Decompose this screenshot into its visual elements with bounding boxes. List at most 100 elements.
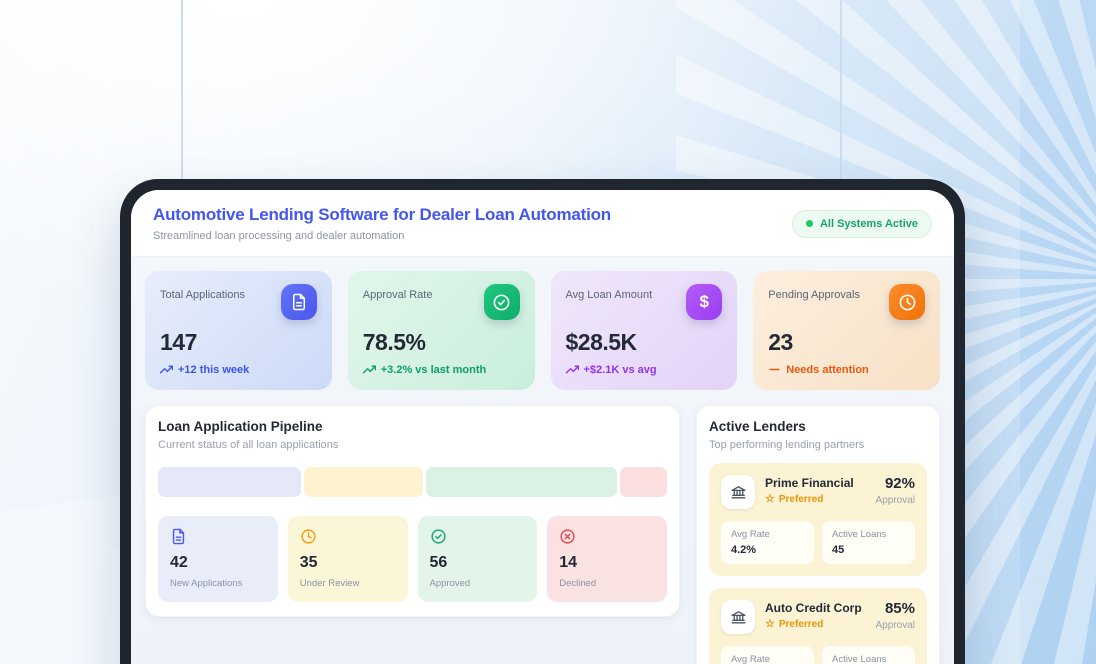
stat-trend-label: +$2.1K vs avg: [583, 363, 657, 376]
stat-label: Pending Approvals: [768, 289, 860, 301]
status-card-approved: 56 Approved: [417, 516, 538, 602]
active-loans-label: Active Loans: [832, 529, 887, 540]
dashboard-content: Total Applications 147 +12 this week App…: [131, 257, 954, 664]
header-text: Automotive Lending Software for Dealer L…: [153, 205, 611, 242]
active-loans-stat: Active Loans 38: [822, 646, 915, 664]
status-count: 42: [170, 554, 188, 571]
lender-info: Auto Credit Corp ☆ Preferred: [765, 600, 862, 630]
pipeline-panel: Loan Application Pipeline Current status…: [145, 405, 680, 617]
background-edge-band: [1020, 0, 1096, 664]
active-loans-value: 45: [832, 544, 845, 556]
avg-rate-stat: Avg Rate 5.1%: [721, 646, 814, 664]
device-frame: Automotive Lending Software for Dealer L…: [120, 179, 965, 664]
status-card-new-applications: 42 New Applications: [158, 516, 278, 602]
minus-icon: [768, 363, 781, 376]
approval-label: Approval: [875, 495, 915, 506]
status-card-declined: 14 Declined: [547, 516, 667, 602]
status-label: Under Review: [299, 578, 360, 589]
dollar-icon: $: [686, 284, 723, 320]
check-circle-icon: [430, 528, 526, 545]
approval-value: 85%: [884, 600, 915, 617]
clock-icon: [300, 528, 396, 545]
approval-value: 92%: [884, 475, 915, 492]
pipeline-segment-declined: [619, 467, 667, 497]
status-dot-icon: [805, 220, 813, 227]
stat-trend: Needs attention: [768, 363, 925, 376]
avg-rate-label: Avg Rate: [731, 529, 770, 540]
document-icon: [170, 528, 266, 545]
pipeline-stacked-bar: [158, 467, 667, 497]
pipeline-title: Loan Application Pipeline: [158, 419, 323, 434]
page-subtitle: Streamlined loan processing and dealer a…: [153, 230, 405, 242]
stat-trend: +3.2% vs last month: [362, 363, 520, 376]
preferred-badge: ☆ Preferred: [765, 618, 862, 631]
stat-card-approval-rate: Approval Rate 78.5% +3.2% vs last month: [347, 271, 535, 390]
stat-card-avg-loan-amount: Avg Loan Amount $ $28.5K +$2.1K vs avg: [550, 271, 738, 390]
avg-rate-label: Avg Rate: [731, 654, 770, 664]
lender-name: Auto Credit Corp: [765, 601, 862, 615]
pipeline-subtitle: Current status of all loan applications: [158, 439, 339, 451]
preferred-label: Preferred: [778, 619, 824, 630]
lenders-title: Active Lenders: [709, 419, 806, 434]
preferred-label: Preferred: [778, 494, 824, 505]
pipeline-segment-new: [158, 467, 301, 497]
avg-rate-stat: Avg Rate 4.2%: [721, 521, 814, 564]
bank-icon: [721, 475, 755, 509]
trending-up-icon: [565, 363, 579, 376]
stat-trend-label: +12 this week: [178, 363, 250, 376]
status-badge: All Systems Active: [791, 209, 932, 238]
stat-trend: +$2.1K vs avg: [565, 363, 723, 376]
lenders-subtitle: Top performing lending partners: [709, 439, 865, 451]
stat-trend-label: +3.2% vs last month: [380, 363, 487, 376]
active-loans-label: Active Loans: [832, 654, 887, 664]
background-shape: [0, 493, 130, 664]
status-card-under-review: 35 Under Review: [287, 516, 408, 602]
stat-label: Total Applications: [160, 289, 245, 301]
star-icon: ☆: [765, 618, 775, 630]
document-icon: [280, 284, 317, 320]
stat-card-total-applications: Total Applications 147 +12 this week: [145, 271, 332, 390]
stat-value: $28.5K: [565, 329, 638, 355]
active-loans-stat: Active Loans 45: [822, 521, 915, 564]
lender-info: Prime Financial ☆ Preferred: [765, 475, 854, 505]
bank-icon: [721, 600, 755, 634]
status-count: 14: [559, 554, 578, 571]
panels-row: Loan Application Pipeline Current status…: [145, 405, 940, 664]
stat-value: 78.5%: [362, 329, 426, 355]
lender-card-auto-credit-corp[interactable]: Auto Credit Corp ☆ Preferred 85% Approva…: [709, 588, 927, 664]
stats-row: Total Applications 147 +12 this week App…: [145, 271, 940, 390]
stat-trend-label: Needs attention: [786, 363, 869, 376]
approval-label: Approval: [875, 620, 915, 631]
status-count: 35: [299, 554, 318, 571]
avg-rate-value: 4.2%: [731, 544, 757, 556]
stat-value: 147: [160, 329, 197, 355]
preferred-badge: ☆ Preferred: [765, 493, 854, 506]
stat-trend: +12 this week: [160, 363, 317, 376]
x-circle-icon: [559, 528, 655, 545]
status-badge-label: All Systems Active: [819, 217, 918, 230]
app-header: Automotive Lending Software for Dealer L…: [131, 190, 954, 257]
stat-label: Avg Loan Amount: [565, 289, 653, 301]
active-lenders-panel: Active Lenders Top performing lending pa…: [696, 405, 940, 664]
status-label: Approved: [429, 578, 471, 589]
lender-name: Prime Financial: [765, 476, 854, 490]
pipeline-segment-approved: [426, 467, 617, 497]
status-count: 56: [429, 554, 448, 571]
stat-card-pending-approvals: Pending Approvals 23 Needs attention: [753, 271, 940, 390]
background-line: [840, 0, 842, 180]
page-title: Automotive Lending Software for Dealer L…: [153, 205, 611, 224]
status-label: Declined: [559, 578, 597, 589]
stat-value: 23: [768, 329, 793, 355]
pipeline-segment-review: [304, 467, 423, 497]
background-line: [181, 0, 183, 180]
lender-approval-block: 92% Approval: [876, 475, 915, 506]
status-label: New Applications: [170, 578, 243, 589]
dashboard-screen: Automotive Lending Software for Dealer L…: [131, 190, 954, 664]
lender-approval-block: 85% Approval: [876, 600, 915, 631]
pipeline-status-grid: 42 New Applications 35 Under Review: [158, 516, 667, 602]
star-icon: ☆: [765, 493, 775, 505]
lender-card-prime-financial[interactable]: Prime Financial ☆ Preferred 92% Approval: [709, 463, 927, 576]
trending-up-icon: [362, 363, 376, 376]
stat-label: Approval Rate: [362, 289, 433, 301]
clock-icon: [889, 284, 925, 320]
